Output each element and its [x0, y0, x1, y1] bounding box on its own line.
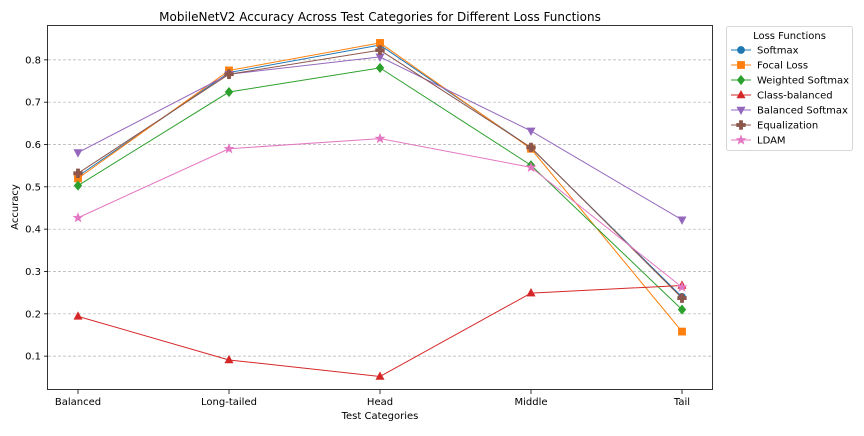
y-tick-label: 0.3: [25, 267, 41, 278]
data-point: [72, 212, 84, 223]
x-tick-label: Head: [367, 397, 393, 408]
data-point: [375, 45, 385, 55]
x-tick-label: Tail: [673, 397, 690, 408]
y-tick-label: 0.8: [25, 55, 41, 66]
legend-entry: Softmax: [757, 46, 799, 57]
y-tick-label: 0.5: [25, 182, 41, 193]
y-tick-label: 0.2: [25, 309, 41, 320]
data-point: [526, 127, 536, 136]
x-axis: Balanced Long-tailed Head Middle Tail: [55, 390, 690, 408]
y-axis: 0.1 0.2 0.3 0.4 0.5 0.6 0.7 0.8: [25, 55, 48, 363]
series-ldam: [72, 132, 688, 292]
legend-marker: [736, 74, 746, 86]
legend-marker: [736, 120, 746, 130]
legend-entry: Weighted Softmax: [757, 76, 849, 87]
data-point: [678, 327, 686, 336]
data-point: [677, 293, 687, 303]
legend-title: Loss Functions: [753, 31, 826, 42]
y-tick-label: 0.6: [25, 140, 41, 151]
data-point: [224, 354, 234, 364]
y-tick-label: 0.4: [25, 225, 41, 236]
data-point: [224, 69, 234, 79]
y-tick-label: 0.1: [25, 352, 41, 363]
data-point: [223, 143, 235, 154]
x-axis-label: Test Categories: [341, 411, 419, 422]
grid-lines: [48, 59, 712, 357]
data-point: [73, 311, 83, 320]
x-tick-label: Middle: [514, 397, 547, 408]
data-point: [73, 180, 83, 191]
series-weighted-softmax: [73, 62, 687, 315]
data-point: [375, 371, 385, 380]
legend-entry: LDAM: [757, 136, 786, 147]
data-point: [526, 288, 536, 297]
x-tick-label: Long-tailed: [201, 397, 257, 408]
legend-marker: [735, 134, 747, 145]
x-tick-label: Balanced: [55, 397, 101, 408]
legend-marker: [736, 89, 746, 99]
y-axis-label: Accuracy: [10, 184, 21, 230]
data-point: [375, 62, 385, 73]
data-point: [73, 149, 83, 158]
legend-box: [726, 26, 853, 151]
legend: Loss Functions Softmax Focal Loss Weighted…: [726, 26, 853, 151]
y-tick-label: 0.7: [25, 98, 41, 109]
legend-entry: Balanced Softmax: [757, 106, 848, 117]
data-point: [677, 216, 687, 225]
legend-marker: [737, 46, 745, 54]
legend-entry: Focal Loss: [757, 61, 808, 72]
legend-entry: Equalization: [757, 121, 818, 132]
legend-marker: [736, 106, 746, 116]
data-point: [73, 168, 83, 178]
data-point: [525, 161, 537, 172]
data-point: [374, 132, 386, 144]
data-point: [526, 142, 536, 153]
legend-entry: Class-balanced: [757, 91, 833, 102]
series-group: [72, 39, 688, 380]
data-point: [677, 304, 687, 315]
data-point: [676, 281, 688, 292]
legend-marker: [737, 61, 745, 69]
plot-area-frame: [47, 25, 713, 390]
series-equalization: [73, 45, 687, 303]
data-point: [224, 86, 234, 98]
chart-title: MobileNetV2 Accuracy Across Test Categor…: [159, 10, 601, 24]
